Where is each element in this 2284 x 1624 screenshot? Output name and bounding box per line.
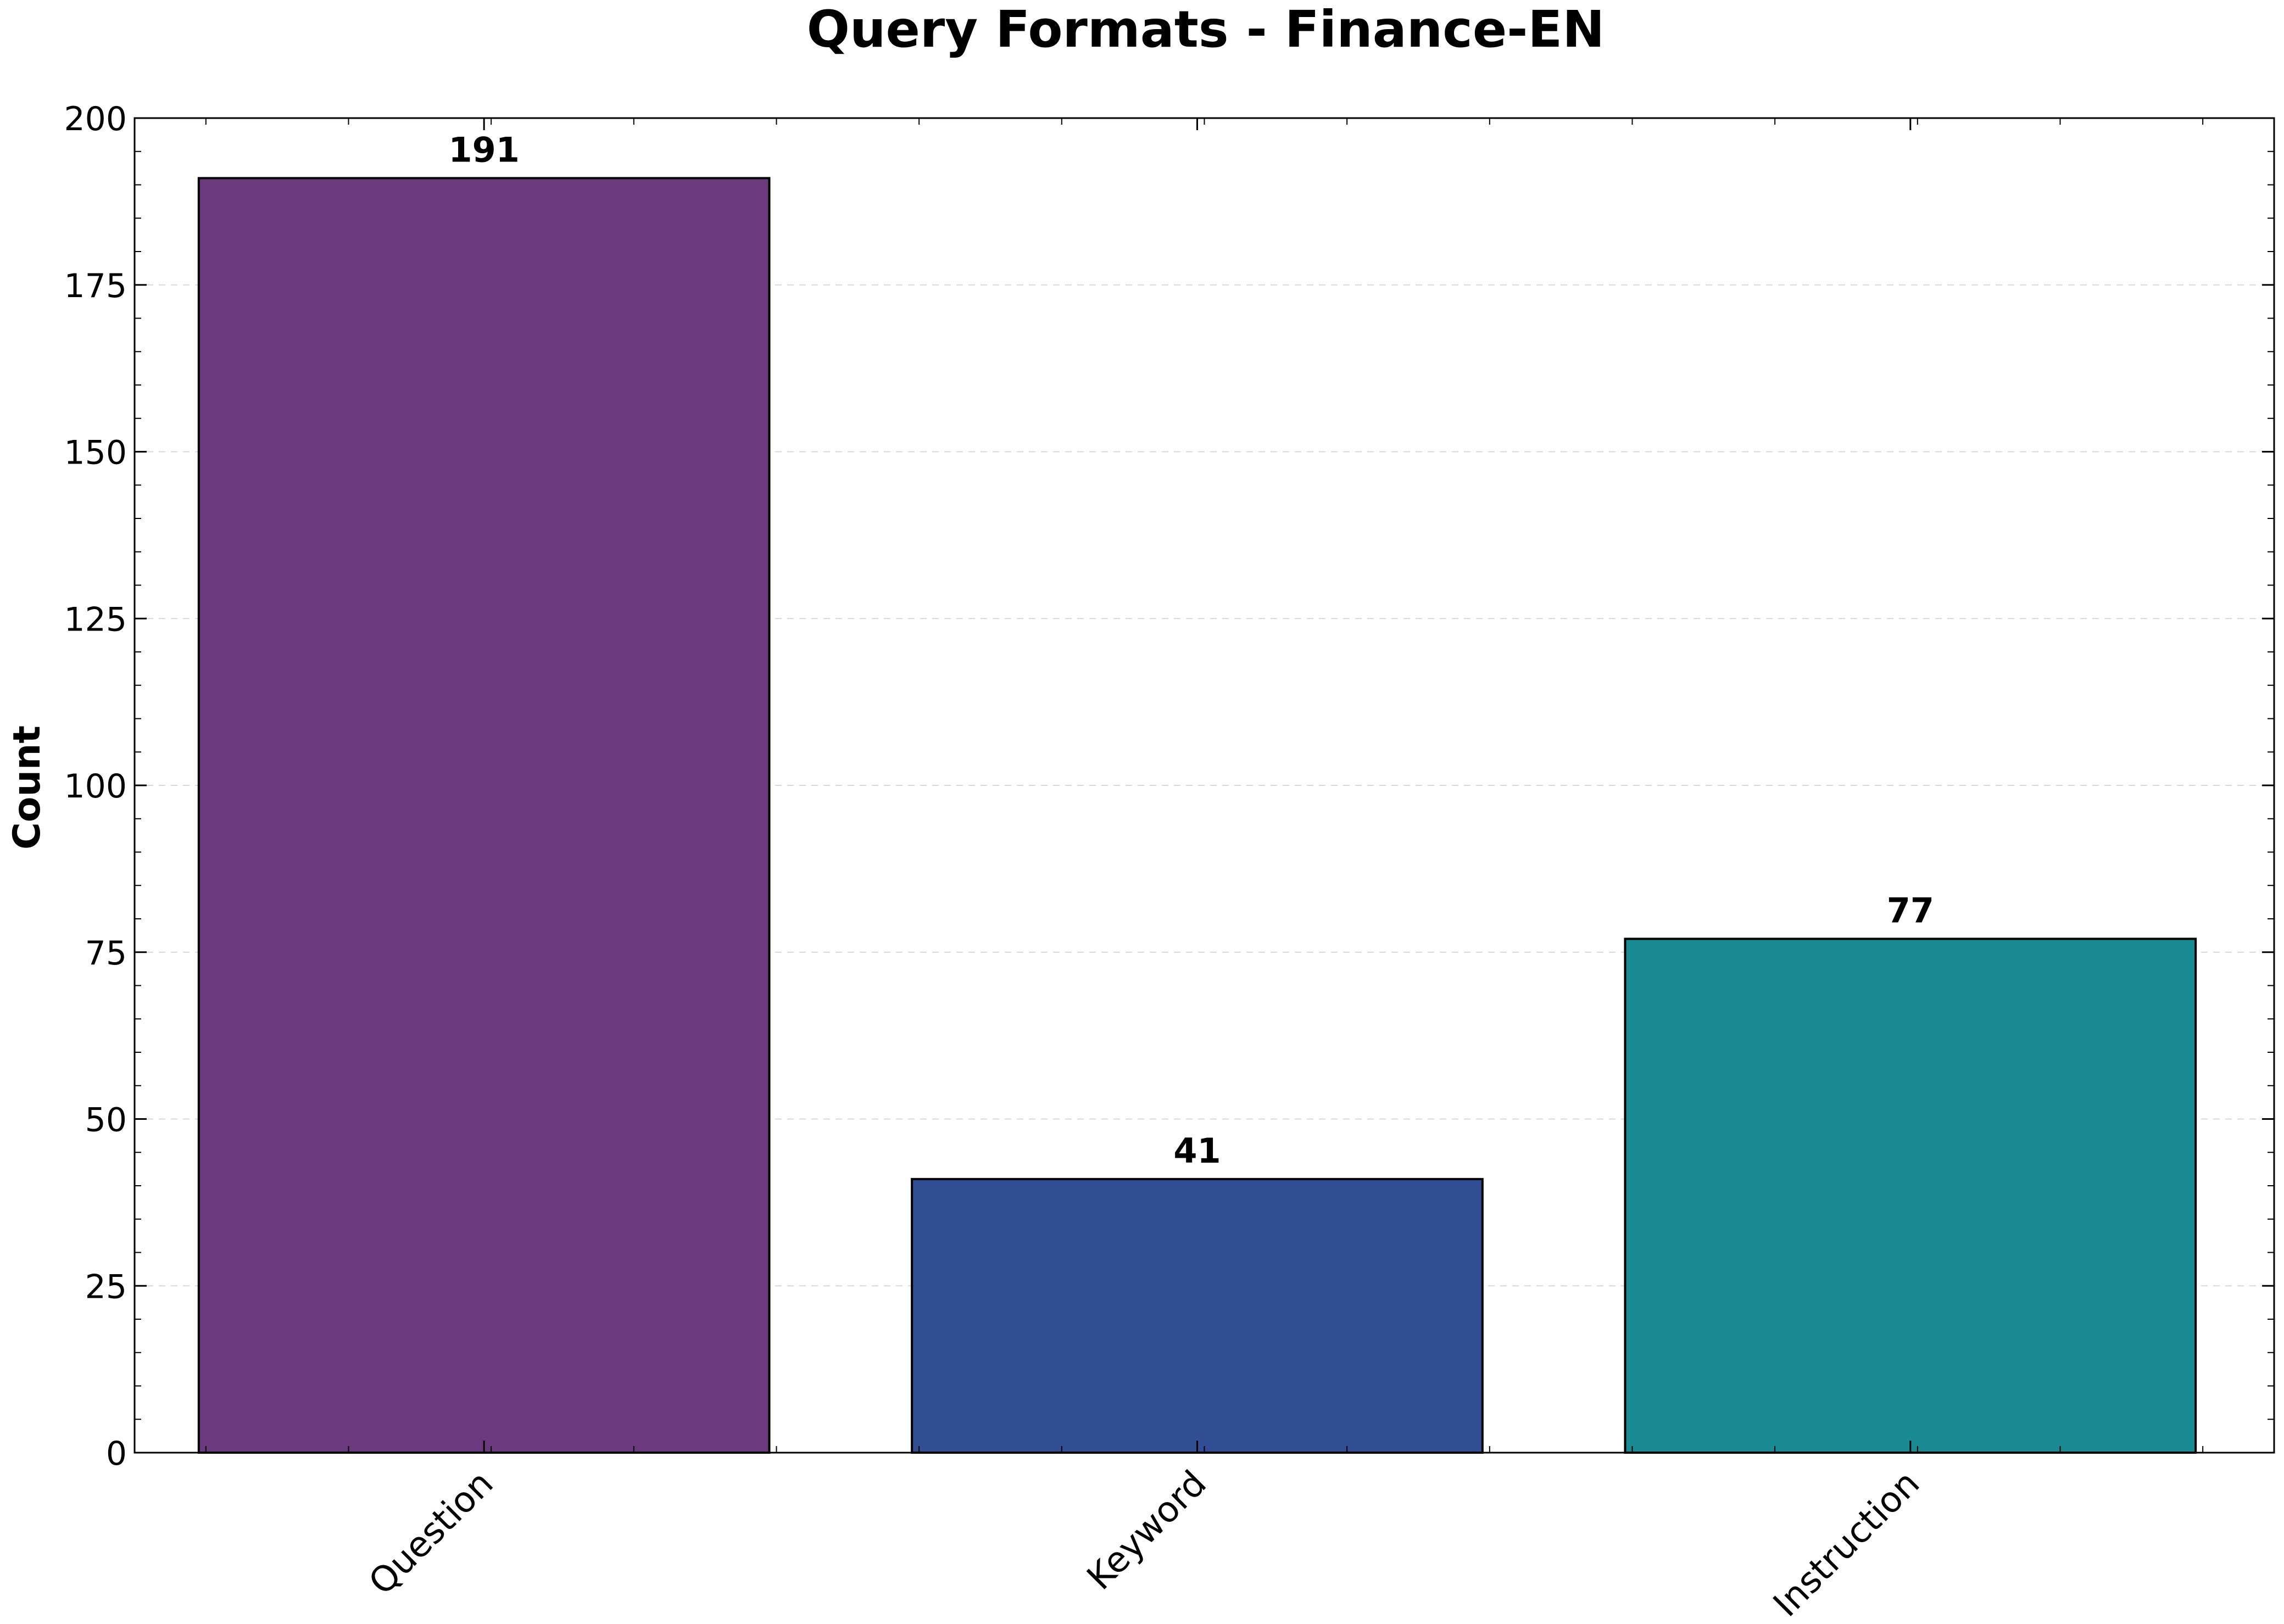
y-tick-label: 150 (64, 434, 127, 472)
bar-question (197, 177, 771, 1454)
y-tick-label: 175 (64, 267, 127, 305)
y-tick-label: 200 (64, 100, 127, 138)
y-tick-label: 125 (64, 600, 127, 639)
x-tick-label-question: Question (361, 1463, 502, 1603)
x-tick-label-instruction: Instruction (1766, 1463, 1928, 1624)
value-label-keyword: 41 (1173, 1131, 1221, 1171)
y-tick-label: 50 (85, 1101, 127, 1140)
chart-title: Query Formats - Finance-EN (807, 0, 1605, 59)
y-tick-label: 25 (85, 1268, 127, 1306)
bar-instruction (1624, 937, 2197, 1454)
value-label-instruction: 77 (1887, 890, 1934, 930)
y-axis-label: Count (5, 726, 49, 850)
y-tick-label: 100 (64, 767, 127, 806)
bar-keyword (911, 1177, 1484, 1454)
y-tick-label: 0 (106, 1435, 127, 1473)
value-label-question: 191 (448, 130, 519, 170)
x-tick-label-keyword: Keyword (1079, 1463, 1215, 1598)
y-tick-label: 75 (85, 934, 127, 973)
bars (197, 177, 2197, 1454)
y-axis-ticks: 0 25 50 75 100 125 150 175 200 (64, 100, 2274, 1473)
value-labels: 191 41 77 (448, 130, 1934, 1171)
